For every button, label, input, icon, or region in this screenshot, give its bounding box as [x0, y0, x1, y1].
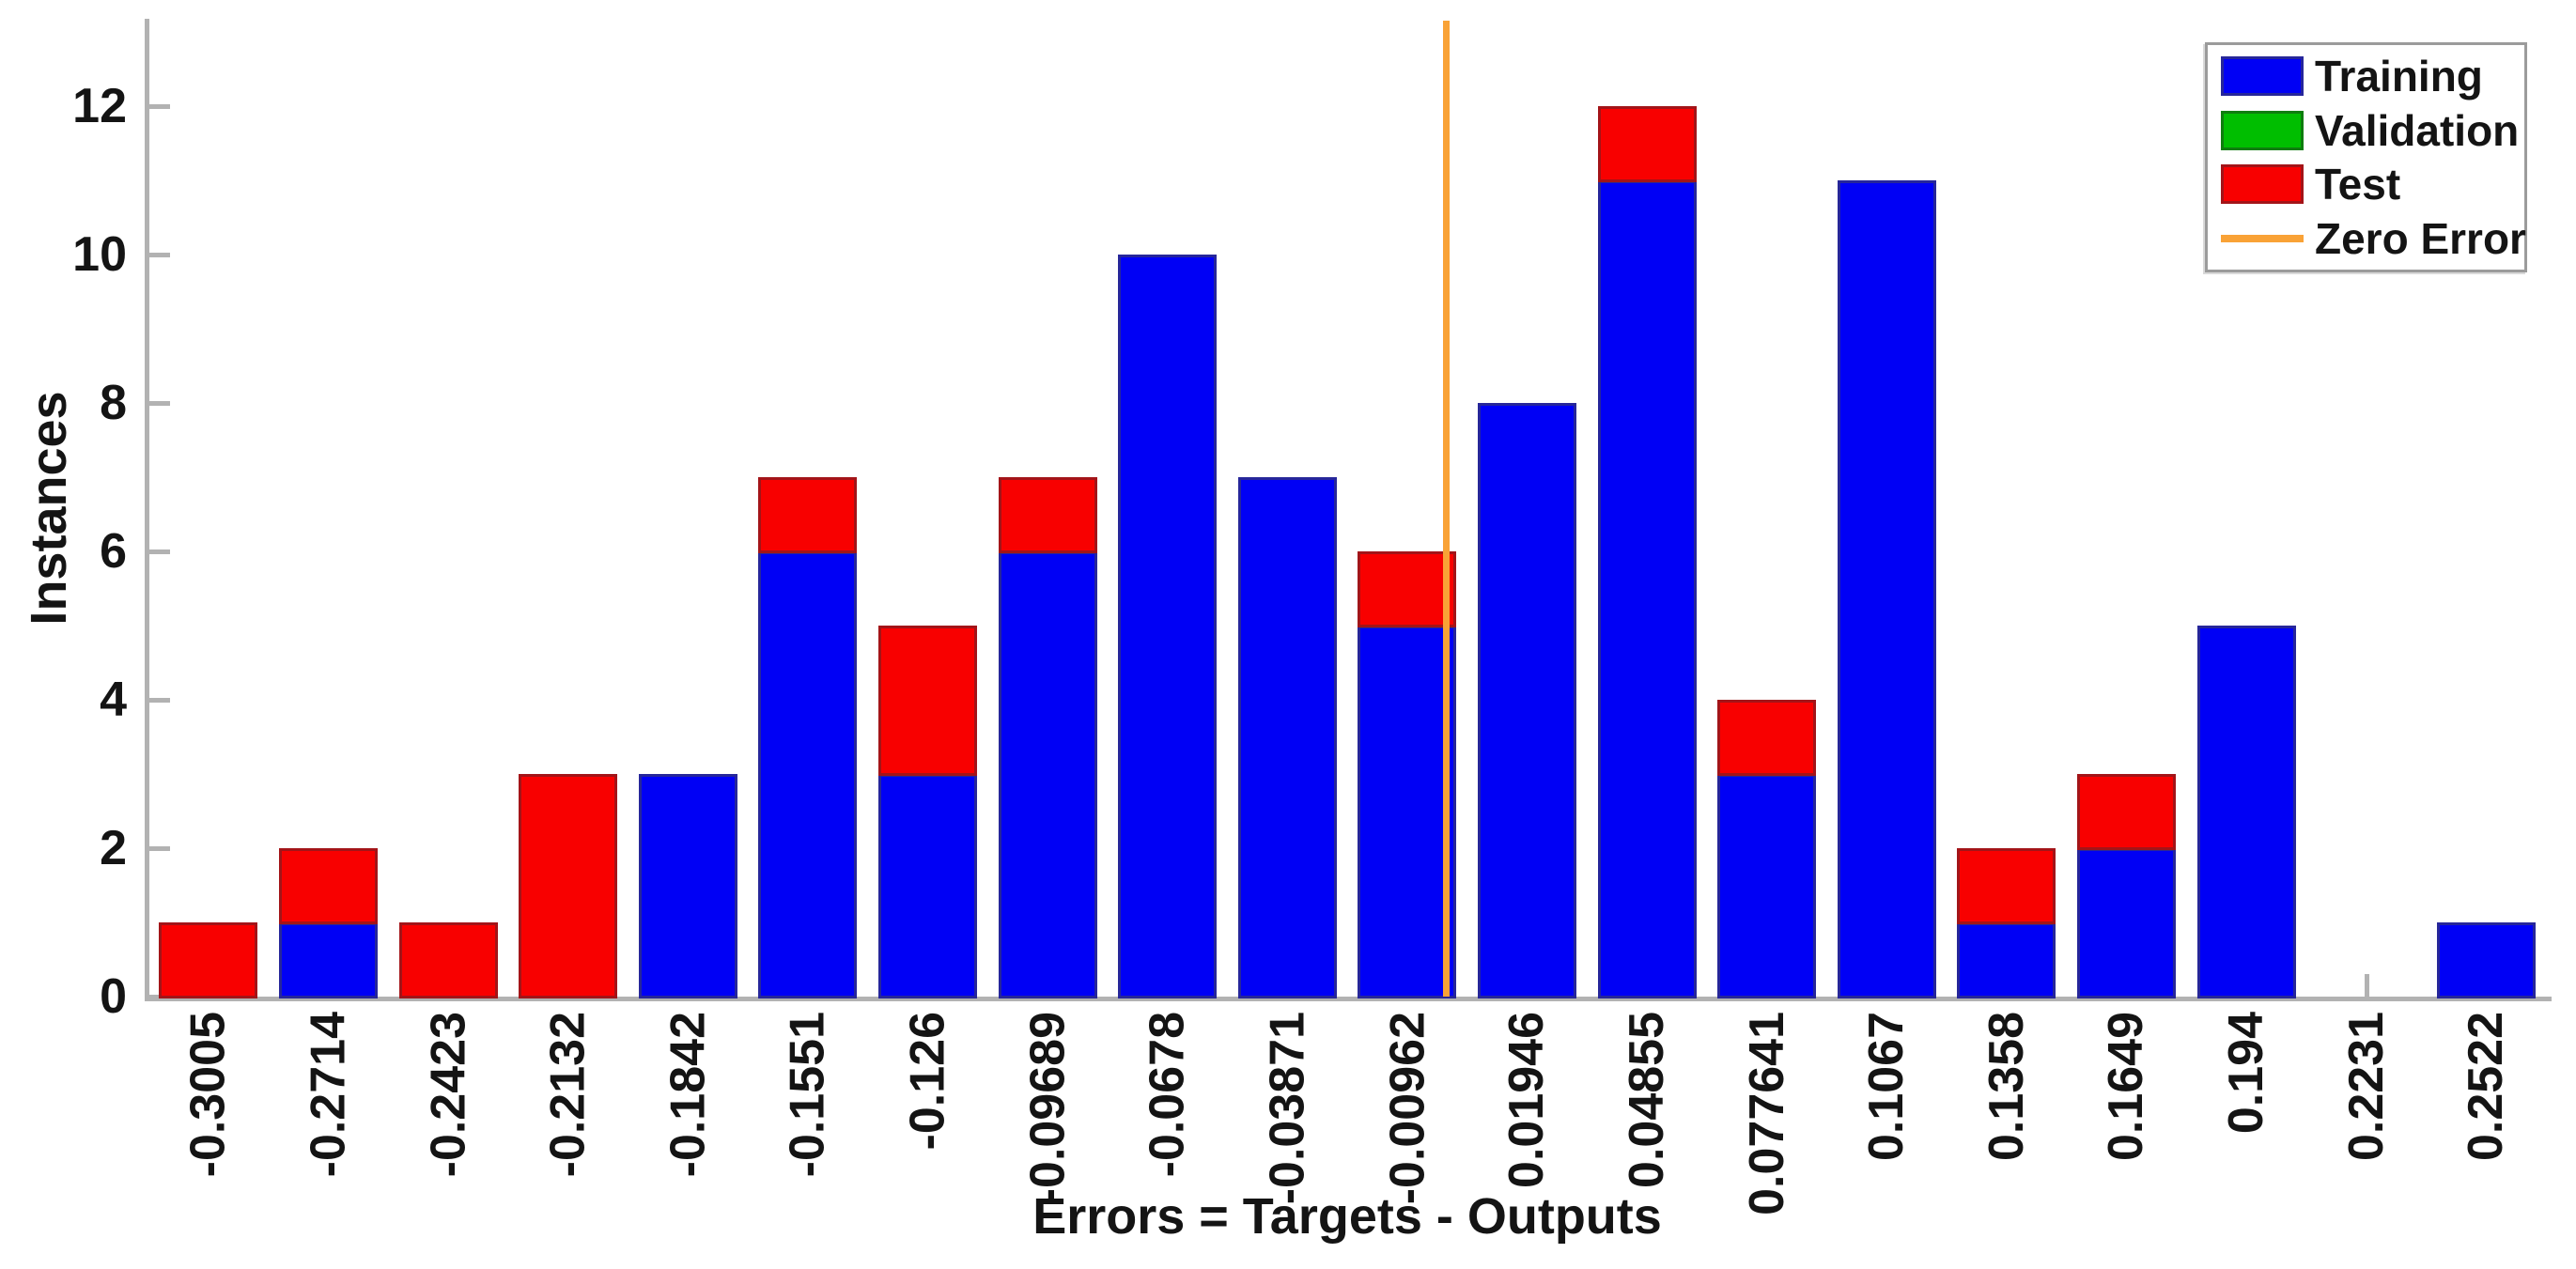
bar-segment-training — [2076, 847, 2176, 998]
y-tick-label: 4 — [100, 672, 127, 727]
x-tick-label-text: 0.1358 — [1979, 1012, 2034, 1162]
bar-segment-test — [877, 625, 977, 776]
legend-swatch-zero-error — [2221, 235, 2304, 243]
x-tick-label-text: -0.03871 — [1260, 1012, 1315, 1205]
bar-segment-training — [1957, 921, 2056, 998]
y-tick — [149, 400, 170, 406]
x-tick-label-text: -0.2132 — [540, 1012, 596, 1178]
bar-segment-test — [1358, 550, 1457, 627]
legend-swatch-training — [2221, 55, 2304, 96]
x-tick-label-text: -0.00962 — [1379, 1012, 1435, 1205]
bar-segment-training — [278, 921, 378, 998]
zero-error-line — [1442, 21, 1450, 997]
bar-segment-training — [1477, 402, 1576, 998]
legend-item-zero-error: Zero Error — [2221, 214, 2526, 264]
x-tick-label-text: 0.194 — [2219, 1012, 2273, 1135]
x-tick-label-text: 0.01946 — [1499, 1012, 1555, 1188]
y-tick — [149, 103, 170, 109]
legend-item-validation: Validation — [2221, 107, 2524, 154]
legend: Training Validation Test Zero Error — [2205, 42, 2527, 272]
bar-segment-training — [877, 773, 977, 998]
bar-segment-training — [2436, 921, 2536, 998]
bar-segment-test — [398, 921, 498, 998]
x-tick-label-text: -0.3005 — [180, 1012, 236, 1178]
x-tick-label-text: 0.2522 — [2459, 1012, 2514, 1162]
legend-swatch-test — [2221, 164, 2304, 205]
legend-item-training: Training — [2221, 53, 2524, 100]
y-axis-line — [145, 19, 149, 1001]
bar-segment-training — [1237, 476, 1337, 998]
bar-segment-training — [1837, 179, 1936, 998]
y-tick-label: 0 — [100, 969, 127, 1024]
x-tick-label-text: -0.1551 — [780, 1012, 835, 1178]
legend-label: Zero Error — [2315, 214, 2526, 264]
bar-segment-test — [998, 476, 1097, 553]
bar-segment-training — [1118, 254, 1218, 998]
x-axis-title: Errors = Targets - Outputs — [1032, 1188, 1662, 1245]
bar-segment-test — [1597, 105, 1697, 182]
bar-segment-test — [758, 476, 858, 553]
x-tick-label-text: 0.1067 — [1859, 1012, 1915, 1162]
y-tick-label: 6 — [100, 523, 127, 579]
bar-segment-training — [758, 550, 858, 998]
bar-segment-test — [1957, 847, 2056, 924]
x-tick-label-text: -0.1842 — [660, 1012, 716, 1178]
legend-label: Test — [2315, 160, 2401, 209]
bar-segment-test — [2076, 773, 2176, 850]
y-tick — [149, 549, 170, 554]
legend-label: Training — [2315, 51, 2483, 101]
x-tick-label-text: -0.09689 — [1020, 1012, 1075, 1205]
bar-segment-training — [1717, 773, 1817, 998]
y-tick-label: 12 — [72, 78, 127, 133]
bar-segment-training — [1358, 625, 1457, 998]
bar-segment-training — [1597, 179, 1697, 998]
x-axis-line — [145, 997, 2552, 1001]
x-tick-label-text: 0.04855 — [1620, 1012, 1674, 1188]
bar-segment-training — [998, 550, 1097, 998]
y-tick-label: 10 — [72, 226, 127, 282]
bar-segment-test — [1717, 699, 1817, 776]
y-axis-title: Instances — [21, 391, 77, 626]
x-tick-label-text: -0.2423 — [421, 1012, 475, 1178]
y-tick-label: 2 — [100, 820, 127, 875]
legend-item-test: Test — [2221, 161, 2524, 208]
x-tick-label-text: -0.126 — [900, 1012, 955, 1151]
x-tick-label-text: -0.2714 — [301, 1012, 356, 1178]
legend-swatch-validation — [2221, 110, 2304, 150]
bar-segment-training — [638, 773, 737, 998]
bar-segment-test — [278, 847, 378, 924]
legend-label: Validation — [2315, 105, 2520, 155]
bar-segment-test — [159, 921, 258, 998]
y-tick — [149, 845, 170, 851]
x-tick-label-text: 0.077641 — [1739, 1012, 1794, 1215]
x-tick-label-text: -0.0678 — [1140, 1012, 1195, 1178]
x-tick — [2364, 974, 2369, 997]
bar-segment-test — [519, 773, 618, 998]
y-tick — [149, 697, 170, 703]
y-tick-label: 8 — [100, 375, 127, 430]
y-tick — [149, 252, 170, 257]
x-tick-label-text: 0.1649 — [2099, 1012, 2154, 1162]
bar-segment-training — [2196, 625, 2296, 998]
x-tick-label-text: 0.2231 — [2338, 1012, 2394, 1162]
